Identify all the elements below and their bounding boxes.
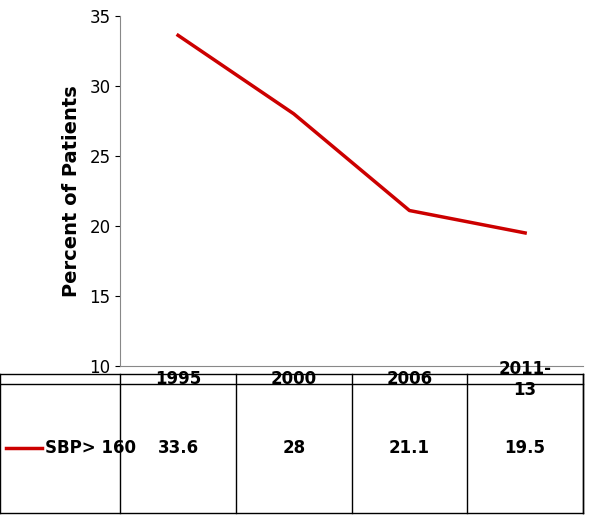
Y-axis label: Percent of Patients: Percent of Patients xyxy=(62,85,81,297)
Text: 1995: 1995 xyxy=(155,370,201,388)
Text: SBP> 160: SBP> 160 xyxy=(45,439,136,458)
Text: 2006: 2006 xyxy=(386,370,433,388)
Text: 28: 28 xyxy=(282,439,305,458)
Text: 2000: 2000 xyxy=(270,370,317,388)
Text: 19.5: 19.5 xyxy=(505,439,546,458)
Text: 21.1: 21.1 xyxy=(389,439,430,458)
Text: 2011-
13: 2011- 13 xyxy=(499,360,552,399)
Text: 33.6: 33.6 xyxy=(157,439,198,458)
